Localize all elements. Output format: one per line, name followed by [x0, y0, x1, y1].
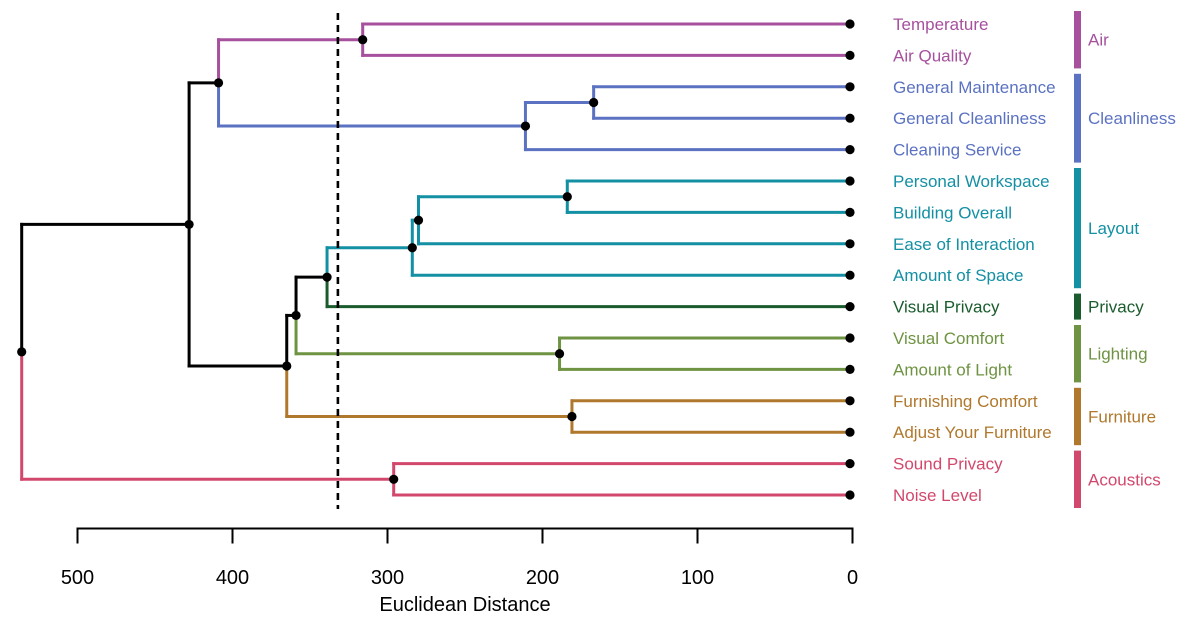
axis-tick-label: 300 — [371, 567, 404, 589]
leaf-label-cleaning-service: Cleaning Service — [893, 141, 1022, 160]
leaf-dot — [845, 459, 855, 469]
merge-node-dot — [520, 121, 531, 131]
leaf-label-ease-of-interaction: Ease of Interaction — [893, 235, 1035, 254]
axis-tick-label: 200 — [526, 567, 559, 589]
leaf-label-general-cleanliness: General Cleanliness — [893, 109, 1046, 128]
merge-node-dot — [407, 243, 417, 253]
group-label-lighting: Lighting — [1088, 345, 1148, 364]
leaf-label-temperature: Temperature — [893, 15, 988, 34]
leaf-dot — [845, 490, 855, 500]
merge-node-dot — [291, 310, 301, 321]
group-label-cleanliness: Cleanliness — [1088, 109, 1176, 128]
group-bar-acoustics — [1074, 450, 1081, 508]
leaf-label-visual-comfort: Visual Comfort — [893, 329, 1004, 348]
group-label-furniture: Furniture — [1088, 408, 1156, 427]
merge-node-dot — [17, 347, 27, 357]
merge-node-dot — [589, 97, 599, 108]
leaf-dot — [845, 207, 855, 217]
leaf-dot — [845, 50, 855, 61]
merge-node-dot — [282, 361, 292, 371]
group-bar-layout — [1074, 168, 1081, 289]
merge-node-dot — [184, 219, 194, 230]
leaf-label-air-quality: Air Quality — [893, 46, 972, 65]
leaf-label-building-overall: Building Overall — [893, 203, 1012, 222]
leaf-dot — [845, 270, 855, 280]
leaf-dot — [845, 113, 855, 123]
group-label-acoustics: Acoustics — [1088, 470, 1161, 489]
leaf-dot — [845, 145, 855, 155]
leaf-dot — [845, 19, 855, 29]
axis-tick-label: 0 — [847, 567, 858, 589]
group-label-layout: Layout — [1088, 219, 1139, 238]
merge-node-dot — [413, 215, 424, 225]
leaf-dot — [845, 239, 855, 249]
leaf-dot — [845, 302, 855, 312]
group-bar-furniture — [1074, 387, 1081, 446]
leaf-label-sound-privacy: Sound Privacy — [893, 455, 1003, 474]
leaf-labels-layer: Temperature Air Quality General Maintenanc… — [893, 15, 1056, 505]
group-bar-cleanliness — [1074, 73, 1081, 163]
leaf-dot — [845, 333, 855, 343]
leaf-label-noise-level: Noise Level — [893, 486, 982, 505]
leaf-dot — [845, 176, 855, 186]
leaf-label-general-maintenance: General Maintenance — [893, 78, 1056, 97]
axis-tick-label: 500 — [61, 567, 94, 589]
group-annotation-layer: Air Cleanliness Layout Privacy Lighting Furni… — [1074, 11, 1176, 508]
leaf-label-amount-of-space: Amount of Space — [893, 266, 1023, 285]
merge-node-dot — [562, 192, 572, 202]
leaf-label-amount-of-light: Amount of Light — [893, 360, 1012, 379]
group-label-air: Air — [1088, 31, 1109, 50]
leaf-dot — [845, 396, 855, 406]
leaf-label-adjust-your-furniture: Adjust Your Furniture — [893, 423, 1052, 442]
group-label-privacy: Privacy — [1088, 298, 1144, 317]
merge-node-dot — [213, 78, 224, 88]
merge-node-dot — [554, 349, 565, 359]
merge-node-dot — [389, 474, 399, 484]
merge-node-dot — [322, 272, 332, 282]
node-dots-layer — [17, 19, 855, 500]
axis-title: Euclidean Distance — [379, 594, 550, 616]
leaf-dot — [845, 427, 855, 437]
merge-node-dot — [358, 35, 368, 45]
group-bar-air — [1074, 11, 1081, 69]
leaf-label-visual-privacy: Visual Privacy — [893, 298, 1000, 317]
axis-tick-label: 100 — [681, 567, 714, 589]
leaf-label-furnishing-comfort: Furnishing Comfort — [893, 392, 1038, 411]
merge-node-dot — [567, 411, 577, 422]
axis-layer: 500 400 300 200 100 0 Euclidean Distance — [61, 13, 858, 616]
axis-tick-label: 400 — [216, 567, 249, 589]
group-bar-privacy — [1074, 293, 1081, 320]
leaf-label-personal-workspace: Personal Workspace — [893, 172, 1050, 191]
leaf-dot — [845, 364, 855, 374]
group-bar-lighting — [1074, 325, 1081, 383]
leaf-dot — [845, 82, 855, 92]
branches-layer — [20, 22, 852, 497]
